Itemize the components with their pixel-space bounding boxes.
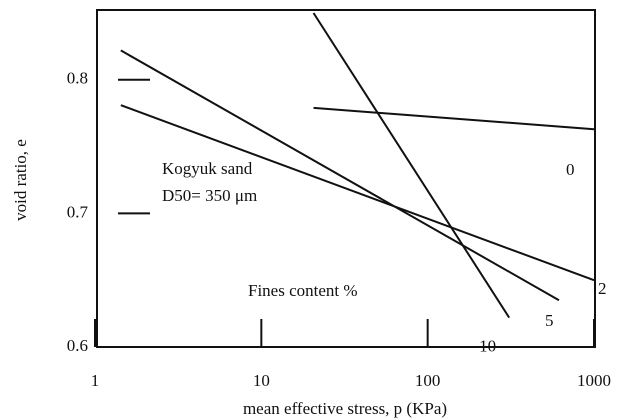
line — [120, 104, 595, 282]
y-tick-label: 0.6 — [67, 336, 88, 355]
series-label: 5 — [545, 311, 554, 330]
series-label: 2 — [598, 279, 607, 298]
x-axis-title: mean effective stress, p (KPa) — [243, 399, 447, 418]
x-tick-label: 100 — [415, 371, 441, 390]
x-tick-label: 10 — [253, 371, 270, 390]
annotation: Kogyuk sand — [162, 159, 253, 178]
plot-frame — [96, 9, 596, 348]
y-axis-title: void ratio, e — [11, 139, 30, 221]
series-label: 0 — [566, 160, 575, 179]
line — [120, 49, 560, 302]
x-tick-label: 1000 — [577, 371, 611, 390]
line — [312, 12, 511, 319]
annotation: D50= 350 μm — [162, 186, 257, 205]
y-tick-label: 0.7 — [67, 202, 89, 221]
line — [313, 106, 595, 131]
y-tick-label: 0.8 — [67, 69, 88, 88]
x-tick-label: 1 — [91, 371, 100, 390]
annotation: Fines content % — [248, 281, 358, 300]
series-label: 10 — [479, 337, 496, 356]
